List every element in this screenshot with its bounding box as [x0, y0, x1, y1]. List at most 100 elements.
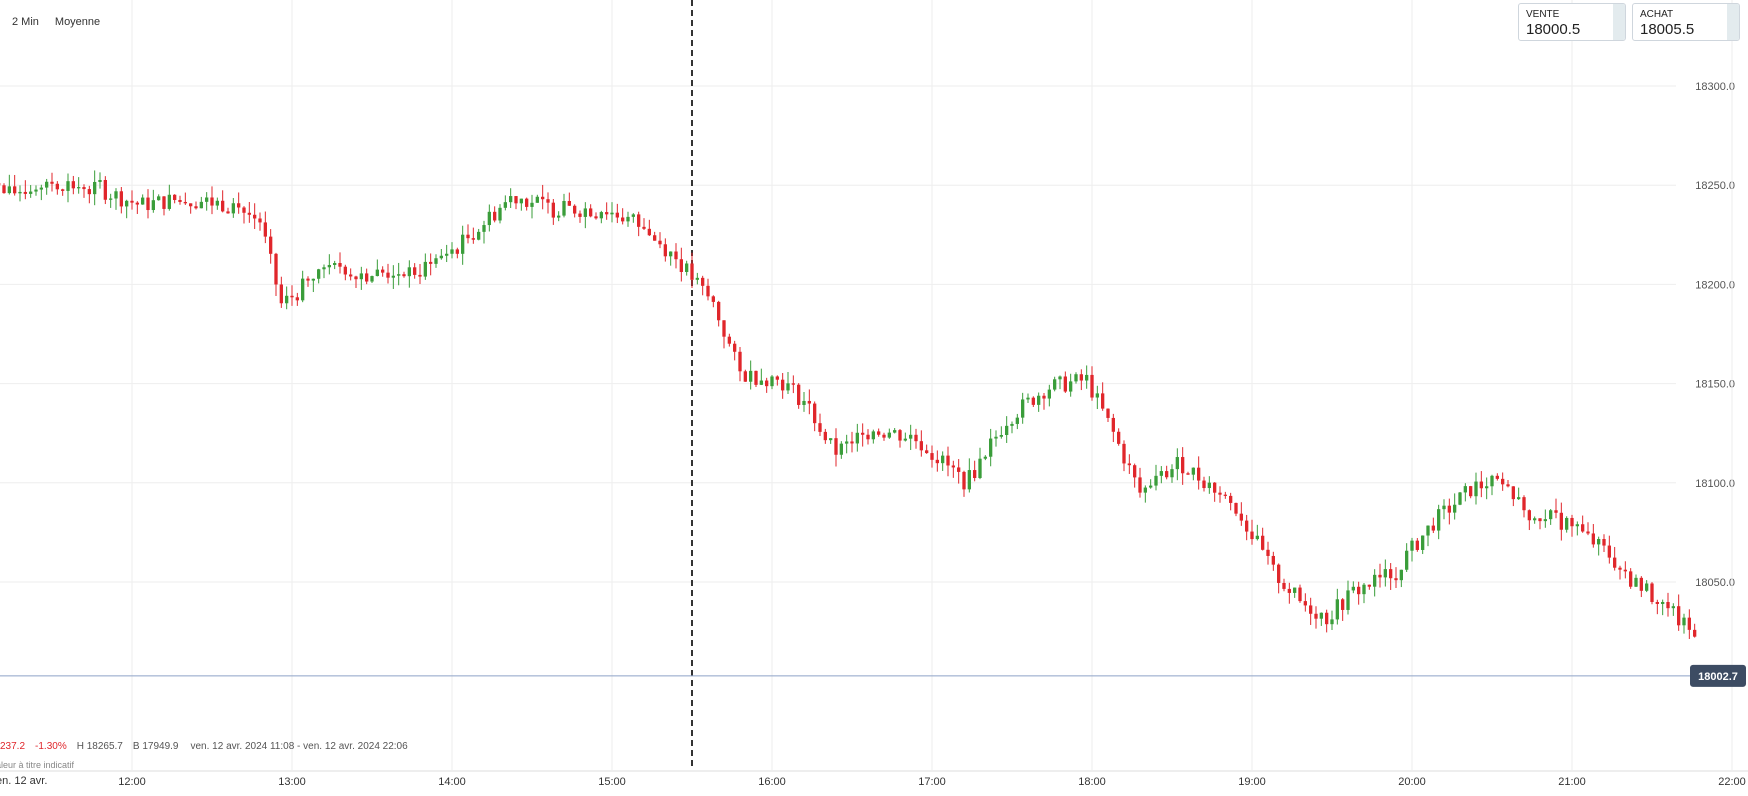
candle-body	[770, 376, 773, 386]
candle-body	[328, 265, 331, 267]
candle-body	[1480, 482, 1483, 489]
candle-body	[962, 472, 965, 489]
candle-body	[157, 196, 160, 200]
candle-body	[456, 249, 459, 253]
buy-quote-button[interactable]: ACHAT 18005.5	[1632, 3, 1740, 41]
candle-body	[1288, 589, 1291, 593]
candle-body	[1608, 546, 1611, 558]
candle-body	[1314, 614, 1317, 619]
candle-body	[824, 432, 827, 440]
candle-body	[1645, 583, 1648, 590]
candle-body	[1421, 536, 1424, 550]
candle-body	[301, 279, 304, 301]
candle-body	[834, 438, 837, 455]
candle-body	[338, 263, 341, 267]
candle-body	[392, 276, 395, 278]
candle-body	[114, 191, 117, 198]
candle-body	[1378, 575, 1381, 578]
candle-body	[1597, 539, 1600, 544]
candle-body	[914, 435, 917, 441]
candle-body	[1448, 506, 1451, 513]
candle-body	[1586, 532, 1589, 534]
candle-body	[360, 273, 363, 279]
candle-body	[1261, 536, 1264, 550]
candle-body	[189, 203, 192, 206]
candle-body	[925, 450, 928, 453]
candle-body	[344, 267, 347, 275]
candle-body	[1400, 570, 1403, 580]
candle-body	[77, 187, 80, 188]
candle-body	[1026, 398, 1029, 400]
candle-body	[221, 201, 224, 212]
candle-body	[50, 182, 53, 184]
y-tick-label: 18100.0	[1695, 478, 1735, 490]
candle-body	[482, 225, 485, 232]
y-tick-label: 18250.0	[1695, 180, 1735, 192]
chart-style-selector[interactable]: Moyenne	[55, 16, 100, 28]
candle-body	[1618, 568, 1621, 570]
candle-body	[1256, 536, 1259, 539]
candle-body	[829, 438, 832, 440]
candle-body	[760, 381, 763, 385]
x-tick-label: 17:00	[918, 776, 946, 788]
candle-body	[728, 337, 731, 344]
candle-body	[754, 371, 757, 385]
candle-body	[1048, 390, 1051, 399]
candle-body	[24, 192, 27, 194]
candle-body	[1405, 551, 1408, 570]
candle-body	[658, 241, 661, 245]
candle-body	[642, 227, 645, 229]
candle-body	[1096, 393, 1099, 397]
x-tick-label: 18:00	[1078, 776, 1106, 788]
candle-body	[877, 431, 880, 434]
candle-body	[1304, 601, 1307, 605]
x-tick-label: 21:00	[1558, 776, 1586, 788]
candle-body	[1090, 375, 1093, 398]
candle-body	[8, 186, 11, 193]
candle-body	[88, 189, 91, 194]
candle-body	[1453, 505, 1456, 513]
candle-body	[397, 274, 400, 275]
candle-body	[696, 278, 699, 280]
candle-body	[253, 215, 256, 219]
candle-body	[744, 371, 747, 381]
candle-body	[893, 430, 896, 432]
candle-body	[904, 439, 907, 441]
chart-toolbar: 2 Min Moyenne	[12, 16, 100, 28]
candle-body	[589, 208, 592, 216]
candle-body	[178, 200, 181, 202]
candle-body	[120, 191, 123, 206]
candle-body	[40, 188, 43, 190]
candle-body	[216, 201, 219, 206]
candle-body	[685, 263, 688, 272]
interval-selector[interactable]: 2 Min	[12, 16, 39, 28]
candle-body	[717, 302, 720, 320]
candle-body	[424, 262, 427, 277]
candle-body	[722, 320, 725, 336]
candle-body	[1160, 471, 1163, 476]
candle-body	[434, 258, 437, 264]
sell-quote-button[interactable]: VENTE 18000.5	[1518, 3, 1626, 41]
session-change-pct: -1.30%	[35, 741, 67, 752]
candle-body	[1064, 376, 1067, 391]
candle-body	[1069, 381, 1072, 391]
candle-body	[1624, 570, 1627, 572]
session-date: en. 12 avr.	[0, 775, 47, 787]
candle-body	[840, 444, 843, 455]
candle-body	[514, 196, 517, 203]
candle-body	[1629, 571, 1632, 586]
candle-body	[98, 180, 101, 182]
candle-body	[386, 273, 389, 278]
candle-body	[1368, 585, 1371, 587]
candle-body	[1202, 481, 1205, 488]
candle-body	[498, 208, 501, 221]
candle-body	[162, 196, 165, 209]
candle-body	[546, 199, 549, 202]
candle-body	[1250, 532, 1253, 540]
candle-body	[733, 344, 736, 352]
y-tick-label: 18200.0	[1695, 279, 1735, 291]
candle-body	[312, 279, 315, 281]
